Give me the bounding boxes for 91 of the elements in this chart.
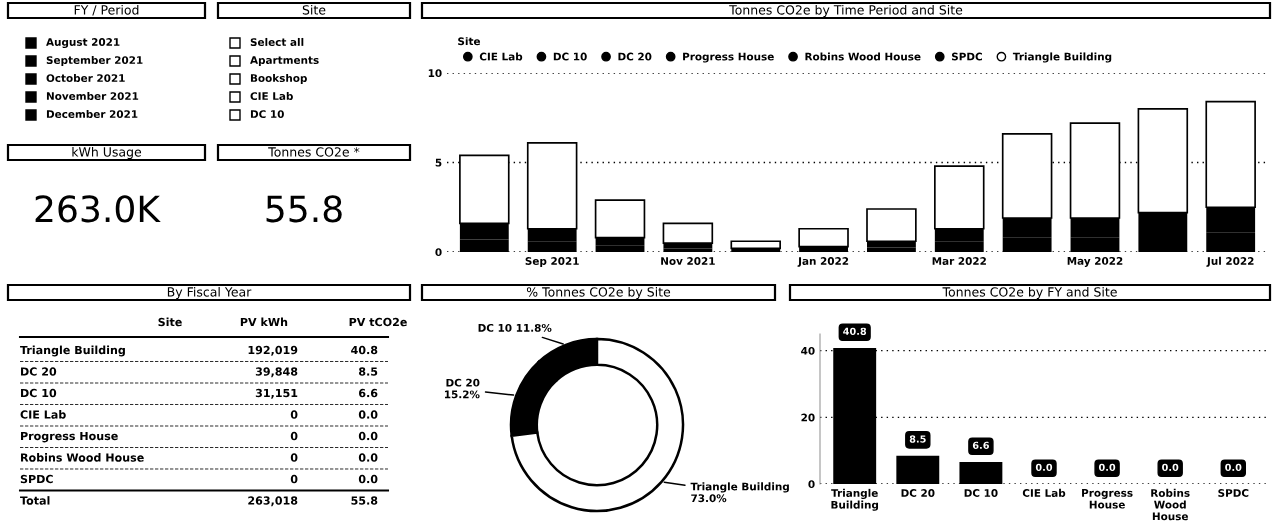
- data-label: 0.0: [358, 474, 378, 484]
- bar: [663, 248, 713, 252]
- text: 263,018: [248, 496, 298, 507]
- x-tick-label: Jan 2022: [797, 257, 849, 267]
- category-label: CIE Lab: [250, 91, 293, 101]
- y-tick-label: 10: [428, 69, 442, 78]
- x-tick-label: DC 20: [901, 489, 935, 497]
- data-label: 0: [290, 453, 298, 462]
- x-tick-label: Progress House: [1082, 489, 1133, 509]
- x-tick-label: May 2022: [1067, 256, 1123, 267]
- category-label: DC 10: [21, 388, 57, 398]
- text: 55.8: [266, 195, 342, 223]
- y-tick-label: 40: [801, 346, 815, 355]
- data-label: 39,848: [255, 367, 298, 378]
- slice-label: DC 20: [446, 378, 480, 387]
- legend-label: DC 10: [250, 110, 284, 119]
- data-label: 0.0: [358, 431, 378, 441]
- category-label: Triangle Building: [20, 345, 125, 357]
- category-label: Select all: [250, 37, 304, 47]
- category-label: October 2021: [46, 73, 125, 83]
- category-label: Progress House: [21, 431, 118, 443]
- x-tick-label: Mar 2022: [932, 257, 986, 265]
- data-label: 40.8: [351, 345, 378, 355]
- data-label: 8.5: [909, 435, 926, 443]
- data-label: 0.0: [1035, 463, 1053, 472]
- text: FY / Period: [74, 4, 139, 16]
- text: PV tCO2e: [349, 317, 407, 327]
- data-label: 15.2%: [444, 390, 480, 399]
- legend-label: SPDC: [951, 52, 982, 61]
- text: 55.8: [351, 496, 378, 505]
- data-label: 8.5: [359, 367, 378, 376]
- category-label: Robins Wood House: [21, 453, 144, 462]
- legend-label: Triangle Building: [1012, 52, 1112, 63]
- category-label: September 2021: [46, 55, 143, 67]
- y-tick-label: 5: [435, 158, 442, 167]
- data-label: 0: [290, 474, 298, 484]
- data-label: 0: [290, 431, 298, 441]
- data-label: 0.0: [1162, 463, 1179, 472]
- data-label: 0.0: [1225, 463, 1242, 472]
- text: kWh Usage: [72, 146, 142, 160]
- x-tick-label: Robins Wood House: [1151, 488, 1190, 521]
- category-label: November 2021: [46, 91, 139, 101]
- data-label: 73.0%: [691, 494, 727, 503]
- legend-title: Site: [458, 37, 481, 46]
- data-label: 40.8: [843, 327, 867, 336]
- category-label: December 2021: [46, 109, 138, 119]
- chart-title: Tonnes CO2e by Time Period and Site: [729, 4, 963, 18]
- data-label: 0: [290, 410, 298, 419]
- legend-label: DC 20: [618, 52, 652, 61]
- category-label: August 2021: [46, 38, 120, 49]
- chart-title: Tonnes CO2e by FY and Site: [942, 286, 1117, 300]
- x-tick-label: Triangle Building: [831, 488, 879, 511]
- y-tick-label: 20: [801, 413, 815, 422]
- donut-slice: [510, 337, 685, 513]
- text: 263.0K: [35, 195, 161, 223]
- x-tick-label: Jul 2022: [1206, 256, 1254, 267]
- data-label: 0.0: [358, 410, 378, 419]
- data-label: 31,151: [255, 388, 298, 399]
- text: % Tonnes CO2e by Site: [526, 286, 671, 300]
- data-label: 6.6: [359, 388, 378, 398]
- x-tick-label: DC 10: [964, 489, 998, 497]
- category-label: DC 20: [21, 367, 57, 376]
- text: Site: [158, 317, 182, 327]
- bar: [798, 227, 849, 248]
- bar: [662, 222, 714, 244]
- category-label: Bookshop: [250, 73, 307, 85]
- legend-label: Progress House: [683, 52, 774, 63]
- data-label: 192,019: [248, 345, 298, 356]
- text: Total: [20, 496, 50, 505]
- data-label: 0.0: [1098, 463, 1116, 472]
- y-tick-label: 0: [435, 248, 442, 257]
- x-tick-label: Nov 2021: [661, 257, 715, 265]
- legend-label: Robins Wood House: [805, 52, 921, 61]
- category-label: DC 10 11.8%: [478, 323, 552, 332]
- x-tick-label: Sep 2021: [525, 257, 579, 267]
- category-label: CIE Lab: [20, 410, 66, 419]
- bar: [730, 240, 781, 250]
- y-tick-label: 0: [808, 480, 815, 489]
- category-label: Apartments: [250, 56, 319, 67]
- category-label: SPDC: [20, 474, 53, 484]
- legend-label: CIE Lab: [479, 52, 523, 61]
- data-label: 6.6: [972, 441, 989, 450]
- text: By Fiscal Year: [167, 286, 252, 300]
- data-label: 0.0: [358, 453, 378, 462]
- text: Site: [302, 4, 326, 15]
- legend-label: DC 10: [553, 52, 587, 61]
- bar: [896, 455, 940, 484]
- x-tick-label: SPDC: [1218, 489, 1249, 497]
- text: Tonnes CO2e *: [268, 147, 360, 157]
- x-tick-label: CIE Lab: [1022, 488, 1066, 497]
- text: PV kWh: [240, 317, 288, 327]
